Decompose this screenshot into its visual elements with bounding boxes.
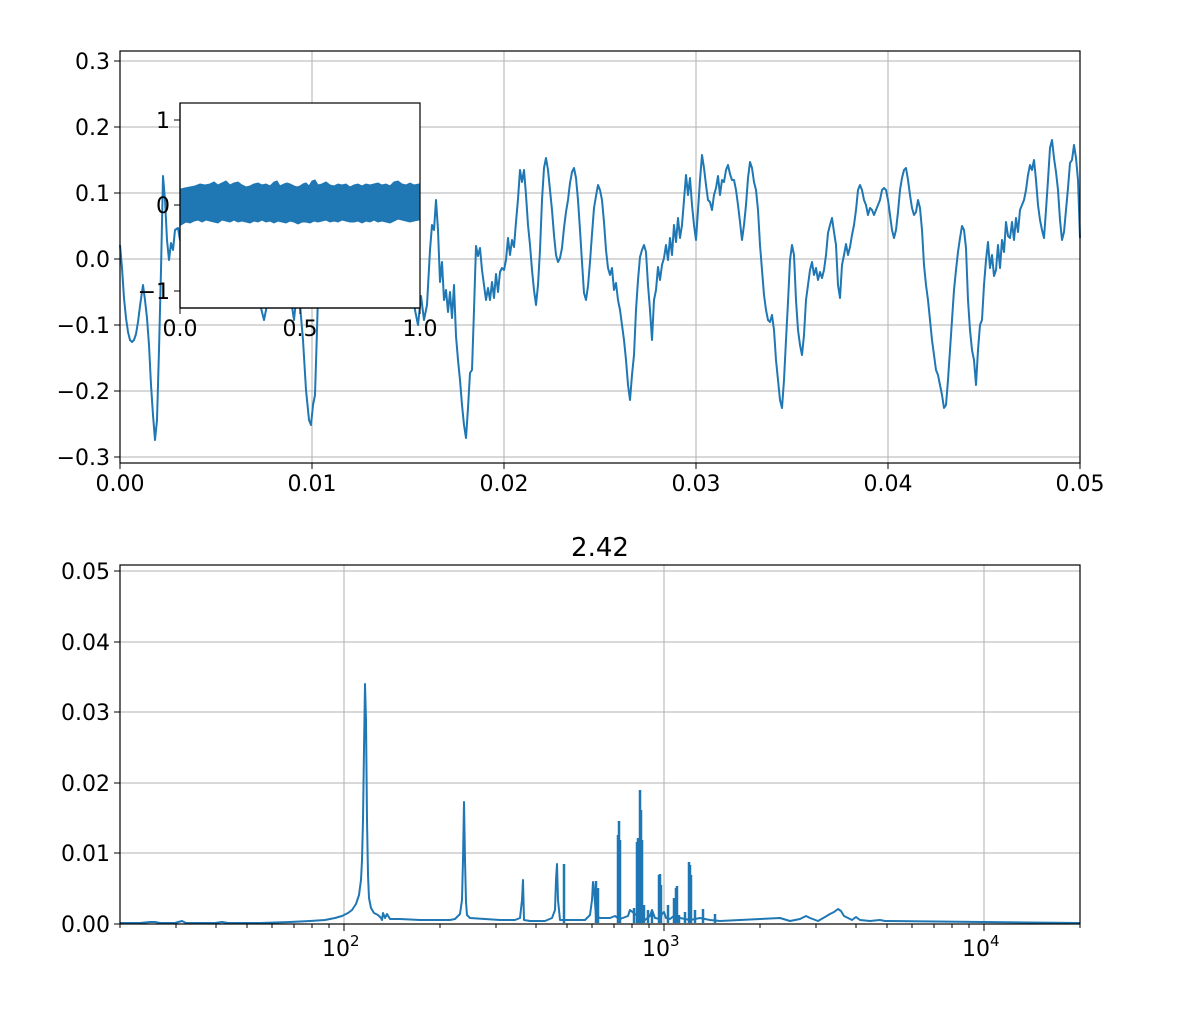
x-tick-label-10000: 104 [962, 932, 1000, 962]
y-tick-label: 0.3 [75, 50, 110, 75]
inset-signal-band [180, 179, 420, 226]
inset-y-tick-label: −1 [138, 280, 170, 305]
inset-x-tick-label: 1.0 [403, 317, 438, 342]
y-tick-label: 0.00 [61, 913, 110, 938]
x-tick-label: 0.03 [672, 472, 721, 497]
y-tick-label: −0.1 [57, 314, 110, 339]
inset-x-tick-labels: 0.0 0.5 1.0 [163, 317, 438, 342]
waveform-x-ticks [119, 463, 1081, 469]
y-tick-label: 0.04 [61, 631, 110, 656]
x-tick-label: 0.02 [480, 472, 529, 497]
x-tick-label: 0.01 [288, 472, 337, 497]
y-tick-label: 0.1 [75, 182, 110, 207]
spectrum-x-ticks [119, 924, 1081, 931]
spectrum-frame [119, 564, 1081, 925]
y-tick-label: −0.3 [57, 446, 110, 471]
x-tick-label: 0.05 [1056, 472, 1105, 497]
x-tick-label: 0.04 [864, 472, 913, 497]
waveform-frame [119, 50, 1081, 464]
inset-ticks [174, 119, 421, 314]
inset-x-tick-label: 0.5 [283, 317, 318, 342]
inset-axes: 1 0 −1 0.0 0.5 1.0 [138, 102, 438, 342]
y-tick-label: 0.01 [61, 842, 110, 867]
inset-y-tick-label: 1 [156, 109, 170, 134]
y-tick-label: 0.0 [75, 248, 110, 273]
waveform-x-tick-labels: 0.00 0.01 0.02 0.03 0.04 0.05 [96, 472, 1105, 497]
spectrum-y-tick-labels: 0.05 0.04 0.03 0.02 0.01 0.00 [61, 560, 110, 938]
y-tick-label: 0.03 [61, 701, 110, 726]
waveform-y-tick-labels: 0.3 0.2 0.1 0.0 −0.1 −0.2 −0.3 [57, 50, 110, 471]
inset-x-tick-label: 0.0 [163, 317, 198, 342]
y-tick-label: 0.02 [61, 772, 110, 797]
inset-y-tick-label: 0 [156, 194, 170, 219]
waveform-y-ticks [114, 60, 120, 458]
inset-y-tick-labels: 1 0 −1 [138, 109, 170, 305]
spectrum-x-tick-labels: 102 103 104 [322, 932, 1000, 962]
x-tick-label: 0.00 [96, 472, 145, 497]
x-tick-label-1000: 103 [642, 932, 680, 962]
spectrum-title: 2.42 [571, 533, 629, 563]
spectrum-y-ticks [114, 570, 120, 925]
spectrum-axes: 2.42 [61, 533, 1081, 962]
spectrum-peaks [562, 790, 717, 923]
y-tick-label: −0.2 [57, 380, 110, 405]
y-tick-label: 0.2 [75, 116, 110, 141]
spectrum-line [120, 683, 1081, 924]
y-tick-label: 0.05 [61, 560, 110, 585]
x-tick-label-100: 102 [322, 932, 360, 962]
